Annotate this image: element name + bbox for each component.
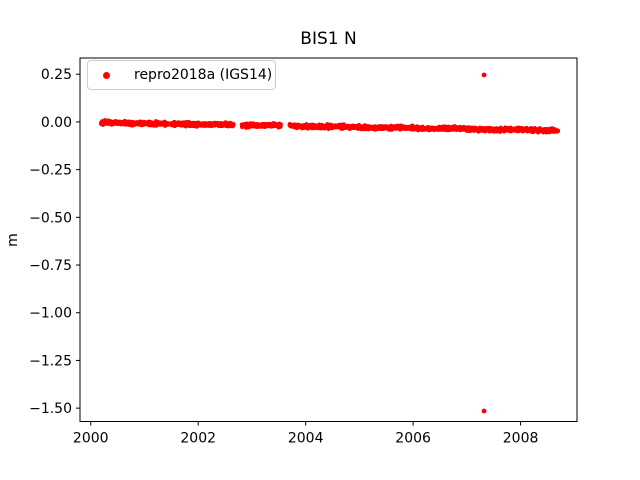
x-tick-label: 2002 [180, 431, 216, 447]
y-tick-label: −1.50 [29, 401, 72, 417]
x-tick-label: 2008 [503, 431, 539, 447]
y-tick-label: −1.25 [29, 353, 72, 369]
outlier-point [481, 72, 487, 78]
legend-marker-icon [103, 71, 110, 79]
y-tick-label: −0.50 [29, 210, 72, 226]
scatter-points [98, 72, 561, 414]
y-tick-label: −1.00 [29, 306, 72, 322]
data-point [278, 122, 283, 127]
y-tick-label: 0.25 [41, 67, 72, 83]
x-tick-label: 2004 [288, 431, 324, 447]
legend: repro2018a (IGS14) [87, 60, 276, 90]
axis-ticks: 2000 2002 2004 2006 2008 0.25 0.00 −0.25 −0.50 −0… [29, 67, 538, 446]
legend-label: repro2018a (IGS14) [134, 67, 273, 83]
y-tick-label: −0.75 [29, 258, 72, 274]
x-tick-label: 2006 [395, 431, 431, 447]
y-tick-label: 0.00 [41, 115, 72, 131]
y-tick-label: −0.25 [29, 163, 72, 179]
axes-frame [79, 57, 578, 422]
x-tick-label: 2000 [73, 431, 109, 447]
data-point [231, 122, 236, 127]
outlier-point [481, 408, 487, 414]
y-axis-label: m [5, 233, 21, 247]
data-point [556, 128, 561, 133]
chart-title: BIS1 N [300, 29, 356, 49]
